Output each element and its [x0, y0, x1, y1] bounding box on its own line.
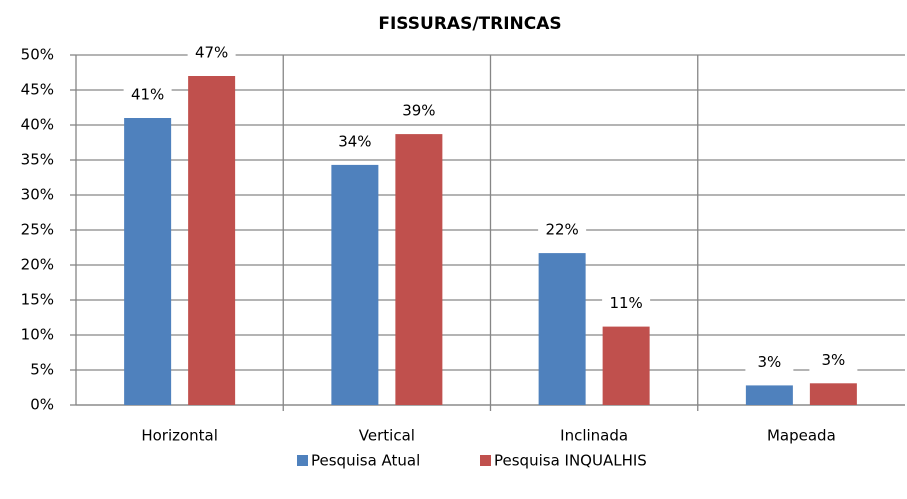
y-tick-label: 10% — [21, 326, 54, 344]
y-tick-label: 40% — [21, 116, 54, 134]
data-label: 47% — [195, 44, 228, 62]
data-label: 39% — [402, 102, 435, 120]
data-label: 3% — [821, 351, 845, 369]
bar — [331, 164, 379, 405]
y-tick-label: 20% — [21, 256, 54, 274]
y-tick-label: 5% — [30, 361, 54, 379]
data-label-bg — [602, 292, 651, 315]
x-tick-label: Inclinada — [560, 427, 628, 445]
data-label-bg — [745, 351, 794, 374]
data-label-bg — [394, 100, 443, 123]
data-label: 11% — [609, 294, 642, 312]
y-tick-label: 0% — [30, 396, 54, 414]
data-label-bg — [538, 219, 587, 242]
y-tick-label: 30% — [21, 186, 54, 204]
x-tick-label: Mapeada — [767, 427, 836, 445]
bar — [809, 383, 857, 405]
data-label: 34% — [338, 132, 371, 150]
data-label: 41% — [131, 86, 164, 104]
data-label: 22% — [545, 221, 578, 239]
bar — [745, 385, 793, 405]
y-tick-label: 25% — [21, 221, 54, 239]
data-label-bg — [809, 349, 858, 372]
data-label: 3% — [757, 353, 781, 371]
y-tick-label: 15% — [21, 291, 54, 309]
bar — [124, 118, 172, 405]
data-label-bg — [123, 84, 172, 106]
legend-label: Pesquisa INQUALHIS — [494, 452, 647, 470]
bar — [602, 326, 650, 405]
bar — [395, 134, 443, 405]
data-label-bg — [330, 130, 379, 153]
legend-swatch — [297, 455, 308, 466]
chart-title: FISSURAS/TRINCAS — [378, 14, 561, 34]
y-tick-label: 35% — [21, 151, 54, 169]
x-tick-label: Vertical — [359, 427, 415, 445]
legend-label: Pesquisa Atual — [311, 452, 420, 470]
x-tick-label: Horizontal — [141, 427, 218, 445]
bar — [188, 76, 236, 405]
y-tick-label: 50% — [21, 46, 54, 64]
legend-swatch — [480, 455, 491, 466]
data-label-bg — [187, 42, 236, 64]
bar — [538, 253, 586, 405]
y-tick-label: 45% — [21, 81, 54, 99]
